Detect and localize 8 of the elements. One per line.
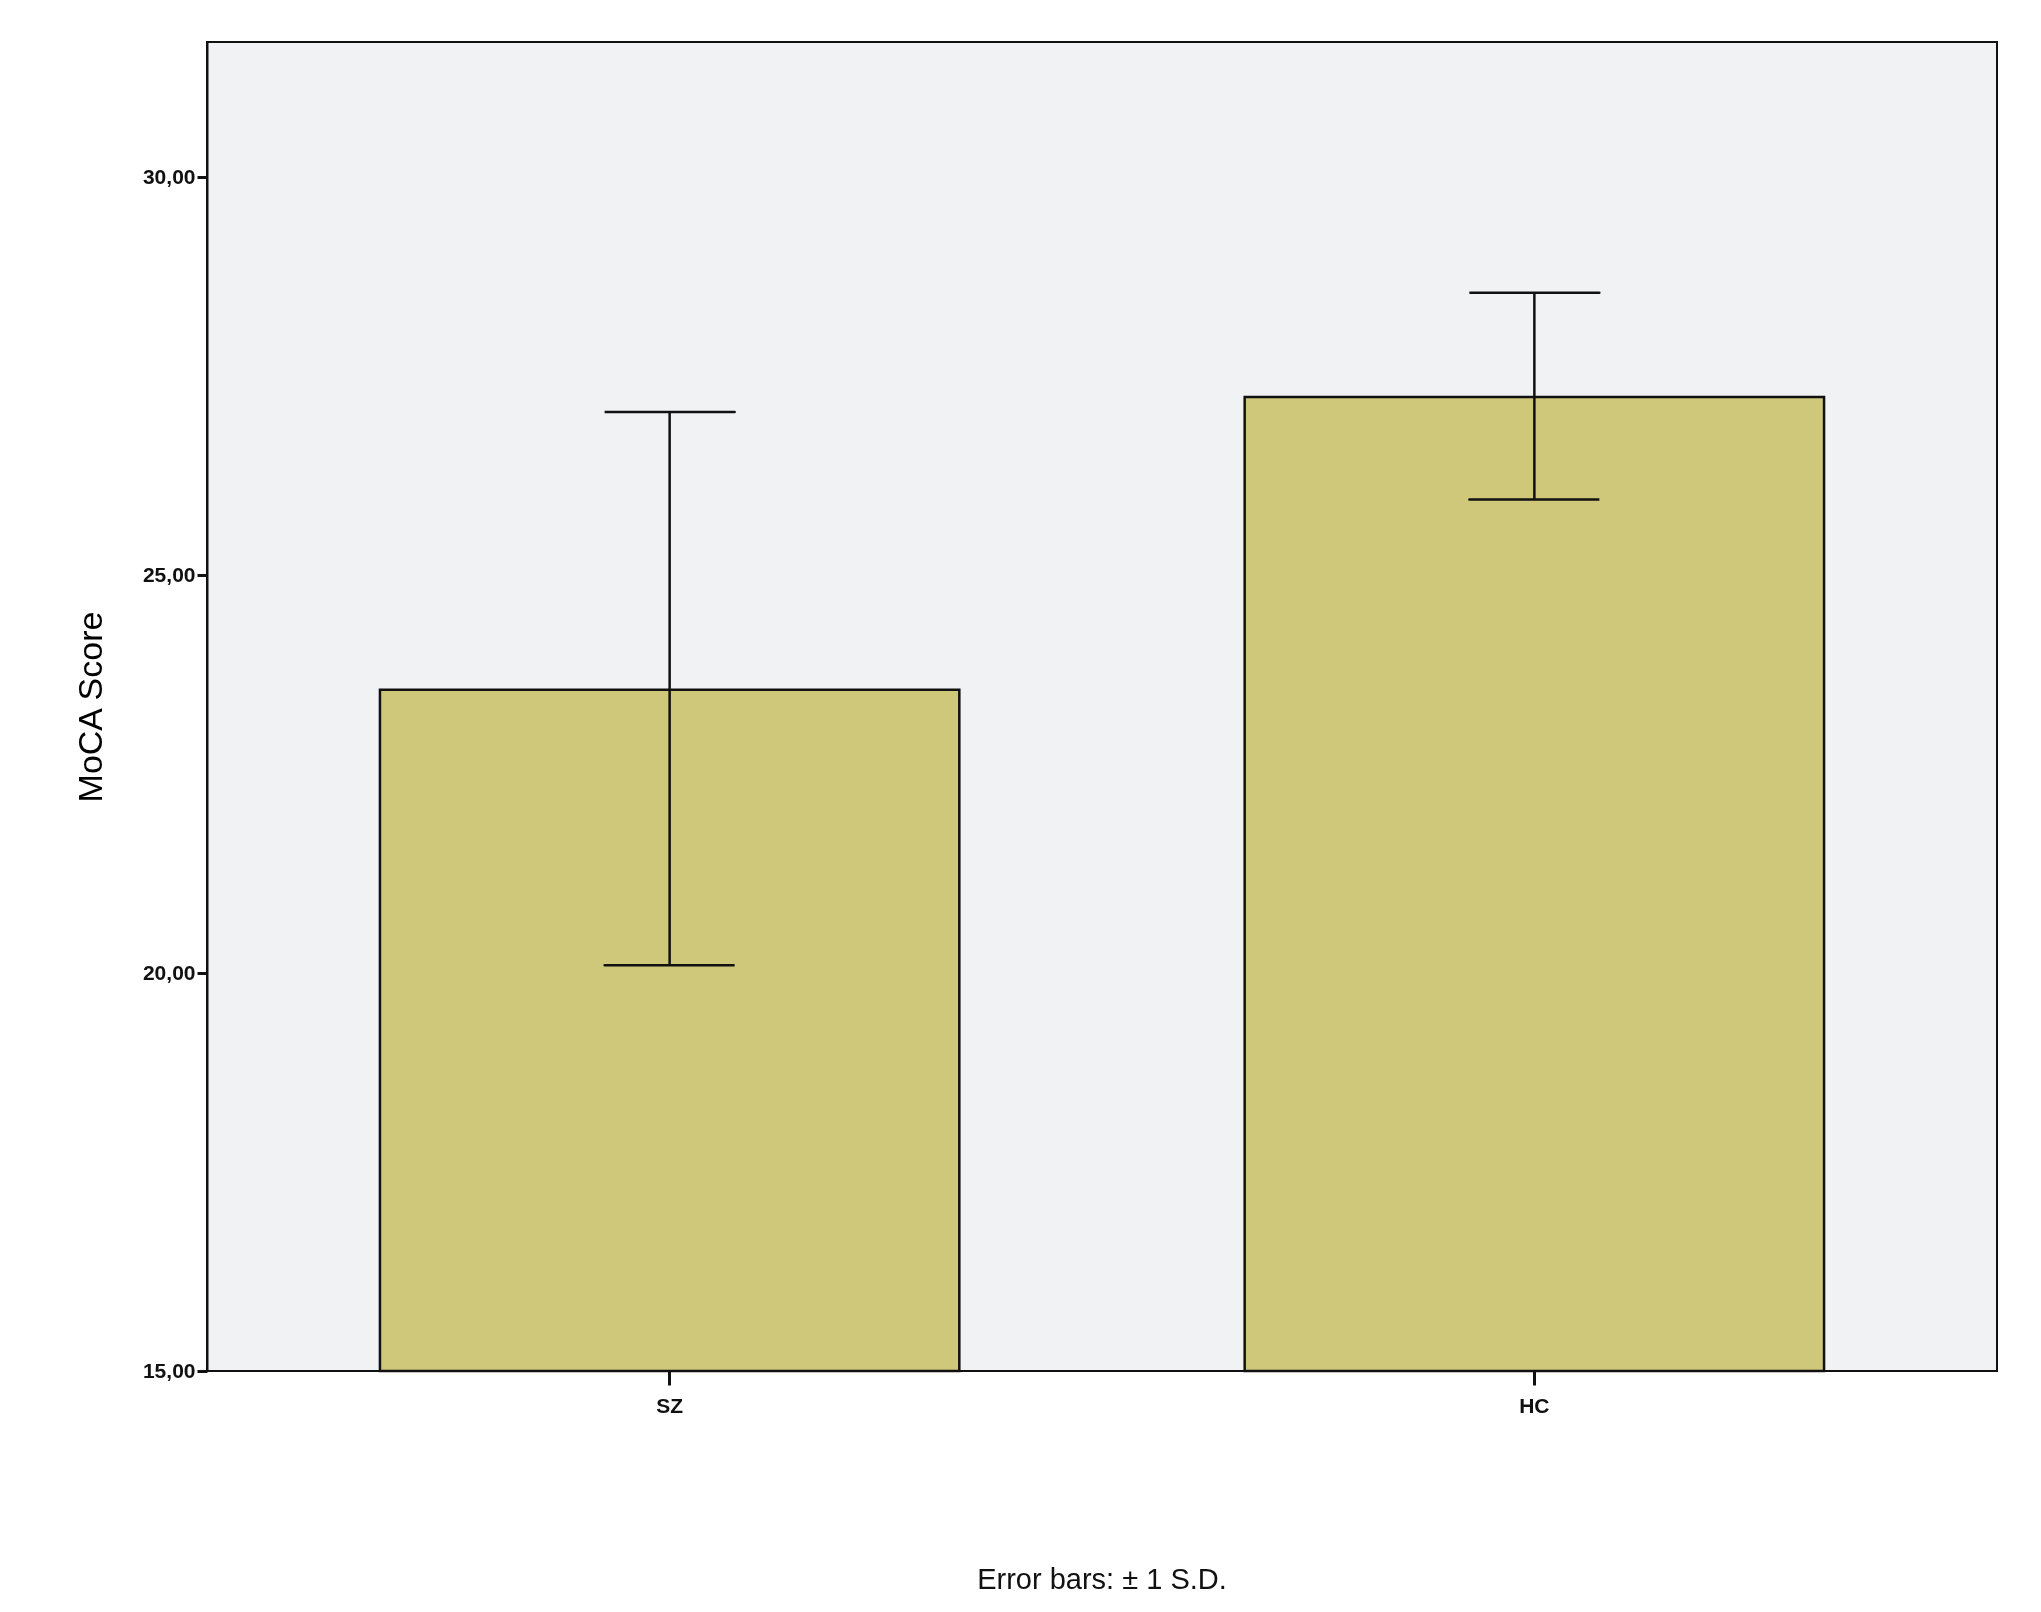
y-tick-label: 30,00: [142, 164, 196, 188]
y-tick-label: 15,00: [142, 1358, 196, 1382]
x-tick-label: HC: [1519, 1393, 1550, 1417]
y-axis-title: MoCA Score: [70, 611, 109, 803]
y-tick-label: 20,00: [142, 960, 196, 984]
x-tick-label: SZ: [656, 1393, 684, 1417]
y-tick-label: 25,00: [142, 562, 196, 586]
text: Error bars: ± 1 S.D.: [977, 1563, 1227, 1595]
